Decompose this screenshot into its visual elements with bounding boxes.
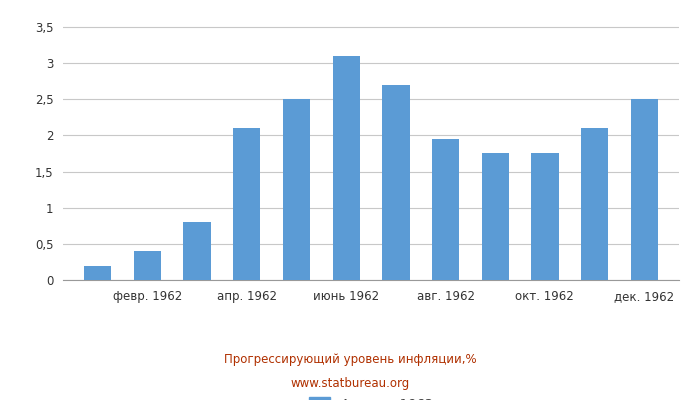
Legend: Англия, 1962: Англия, 1962 <box>309 397 433 400</box>
Bar <box>283 99 310 280</box>
Text: www.statbureau.org: www.statbureau.org <box>290 378 410 390</box>
Bar <box>134 251 161 280</box>
Bar <box>631 99 658 280</box>
Bar <box>233 128 260 280</box>
Text: Прогрессирующий уровень инфляции,%: Прогрессирующий уровень инфляции,% <box>224 354 476 366</box>
Bar <box>432 139 459 280</box>
Bar <box>482 154 509 280</box>
Bar <box>581 128 608 280</box>
Bar <box>382 85 410 280</box>
Bar <box>183 222 211 280</box>
Bar <box>332 56 360 280</box>
Bar <box>84 266 111 280</box>
Bar <box>531 154 559 280</box>
